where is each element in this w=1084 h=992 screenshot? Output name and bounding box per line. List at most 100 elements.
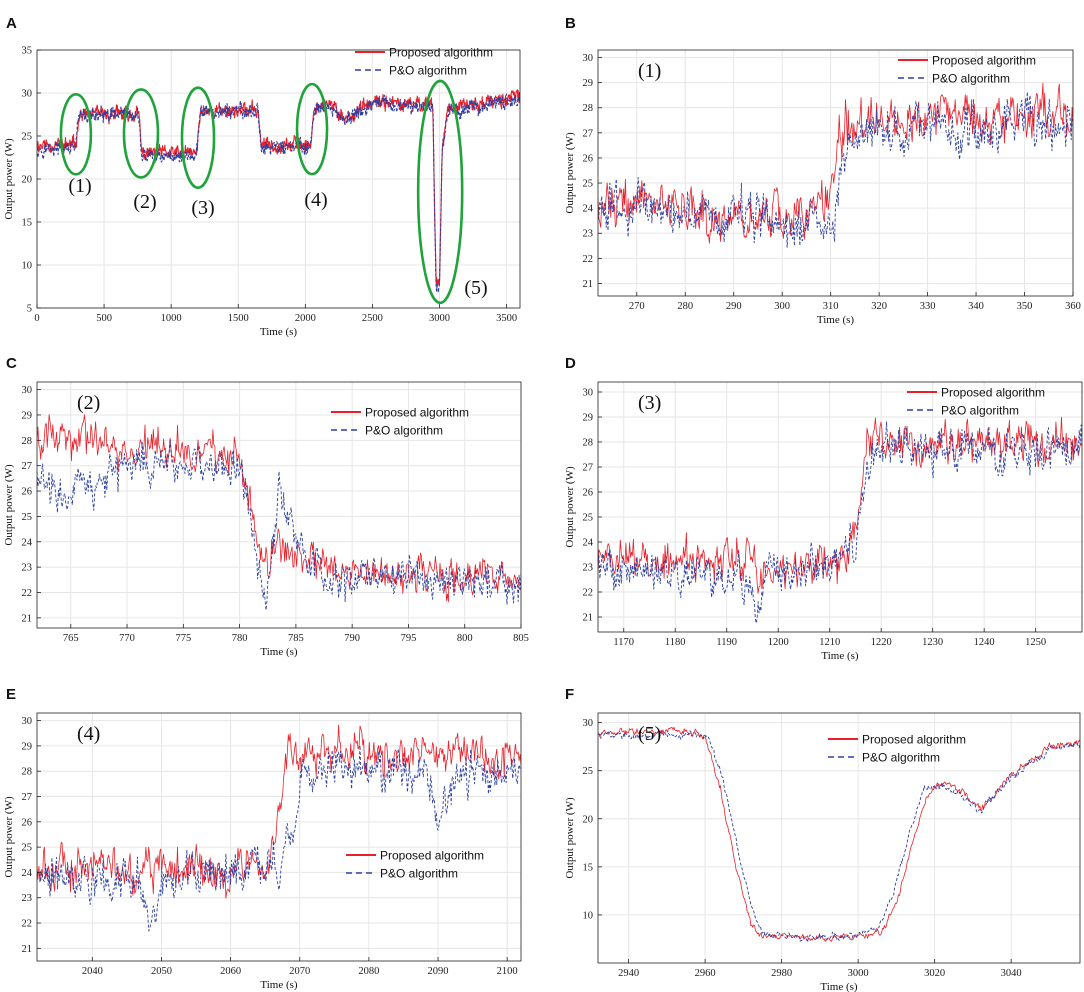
legend-label-proposed: Proposed algorithm [941, 386, 1045, 400]
zoom-annotation: (1) [638, 60, 661, 82]
x-tick-label: 330 [920, 301, 936, 312]
series-line-proposed [37, 414, 521, 603]
series-line-proposed [598, 726, 1080, 942]
x-tick-label: 2960 [695, 968, 716, 979]
plot-area [37, 382, 521, 628]
plot-area [37, 713, 521, 961]
y-tick-label: 27 [22, 461, 33, 472]
x-tick-label: 1250 [1025, 637, 1046, 648]
x-tick-label: 1180 [665, 637, 686, 648]
highlight-ellipse [59, 92, 93, 176]
x-tick-label: 795 [401, 633, 417, 644]
y-tick-label: 30 [22, 89, 33, 100]
y-tick-label: 29 [22, 410, 33, 421]
legend-label-po: P&O algorithm [941, 404, 1019, 418]
axes-frame [597, 712, 1081, 964]
panel-label: A [6, 15, 17, 32]
axes-frame [36, 712, 522, 962]
x-tick-label: 770 [119, 633, 135, 644]
x-tick-label: 270 [629, 301, 645, 312]
y-axis-title: Output power (W) [3, 796, 15, 878]
panel-label: F [565, 686, 574, 703]
y-tick-label: 23 [22, 563, 33, 574]
y-tick-label: 10 [583, 910, 594, 921]
highlight-ellipse [122, 88, 160, 179]
zoom-annotation: (2) [77, 392, 100, 414]
legend-label-proposed: Proposed algorithm [389, 46, 493, 60]
x-axis-title: Time (s) [817, 314, 855, 326]
data-layer [37, 89, 520, 294]
x-tick-label: 2090 [428, 966, 449, 977]
y-tick-label: 21 [583, 279, 594, 290]
x-tick-label: 1220 [871, 637, 892, 648]
y-tick-label: 29 [583, 78, 594, 89]
x-tick-label: 290 [726, 301, 742, 312]
y-tick-label: 25 [583, 766, 594, 777]
x-tick-label: 2050 [151, 966, 172, 977]
x-tick-label: 350 [1017, 301, 1033, 312]
chart-panel-c: C 765 770 775 780 785 790 795 800 805 21 22 23 24 25 26… [3, 355, 529, 658]
y-tick-label: 26 [583, 488, 594, 499]
series-line-po [37, 438, 521, 611]
y-tick-label: 25 [583, 179, 594, 190]
y-tick-label: 23 [583, 563, 594, 574]
y-tick-label: 22 [583, 588, 594, 599]
zoom-annotation: (3) [638, 392, 661, 414]
x-tick-label: 310 [823, 301, 839, 312]
y-tick-label: 28 [22, 436, 33, 447]
x-tick-label: 3500 [496, 313, 517, 324]
y-tick-label: 21 [22, 613, 33, 624]
x-tick-label: 2040 [82, 966, 103, 977]
highlight-ellipse [295, 82, 329, 176]
x-tick-label: 2980 [771, 968, 792, 979]
y-tick-label: 26 [583, 153, 594, 164]
legend-label-proposed: Proposed algorithm [932, 54, 1036, 68]
y-tick-label: 21 [22, 944, 33, 955]
y-axis-title: Output power (W) [564, 132, 576, 214]
y-tick-label: 15 [22, 218, 33, 229]
series-line-po [37, 745, 521, 932]
y-tick-label: 30 [583, 718, 594, 729]
panel-label: E [6, 686, 16, 703]
axes-frame [36, 381, 522, 629]
x-tick-label: 2940 [618, 968, 639, 979]
x-tick-label: 360 [1065, 301, 1081, 312]
series-line-proposed [37, 89, 520, 287]
y-tick-label: 25 [22, 132, 33, 143]
x-tick-label: 2080 [358, 966, 379, 977]
y-axis-title: Output power (W) [564, 797, 576, 879]
legend-label-po: P&O algorithm [380, 867, 458, 881]
x-tick-label: 790 [344, 633, 360, 644]
y-tick-label: 27 [583, 463, 594, 474]
y-tick-label: 25 [22, 843, 33, 854]
y-tick-label: 20 [22, 175, 33, 186]
y-tick-label: 22 [22, 588, 33, 599]
highlight-ellipse [416, 79, 464, 305]
y-tick-label: 5 [27, 304, 32, 315]
x-tick-label: 280 [677, 301, 693, 312]
axes-frame [597, 381, 1083, 633]
plot-area [598, 713, 1080, 963]
x-tick-label: 0 [34, 313, 39, 324]
series-line-po [598, 730, 1080, 943]
callout-label: (5) [464, 277, 487, 299]
y-tick-label: 24 [583, 204, 594, 215]
y-tick-label: 22 [22, 919, 33, 930]
y-tick-label: 23 [22, 893, 33, 904]
x-tick-label: 775 [175, 633, 191, 644]
x-tick-label: 320 [871, 301, 887, 312]
x-tick-label: 1000 [161, 313, 182, 324]
plot-area [598, 50, 1073, 296]
legend: Proposed algorithm P&O algorithm [898, 54, 1036, 86]
y-tick-label: 27 [22, 792, 33, 803]
series-line-po [598, 91, 1073, 248]
highlight-ellipse [180, 86, 216, 190]
y-tick-label: 29 [583, 413, 594, 424]
x-axis-title: Time (s) [821, 650, 859, 662]
y-tick-label: 28 [583, 438, 594, 449]
x-axis-title: Time (s) [260, 646, 298, 658]
data-layer [37, 724, 521, 932]
callout-label: (2) [133, 191, 156, 213]
chart-panel-d: D 1170 1180 1190 1200 1210 1220 1230 1240 1250 21 2… [564, 355, 1083, 662]
